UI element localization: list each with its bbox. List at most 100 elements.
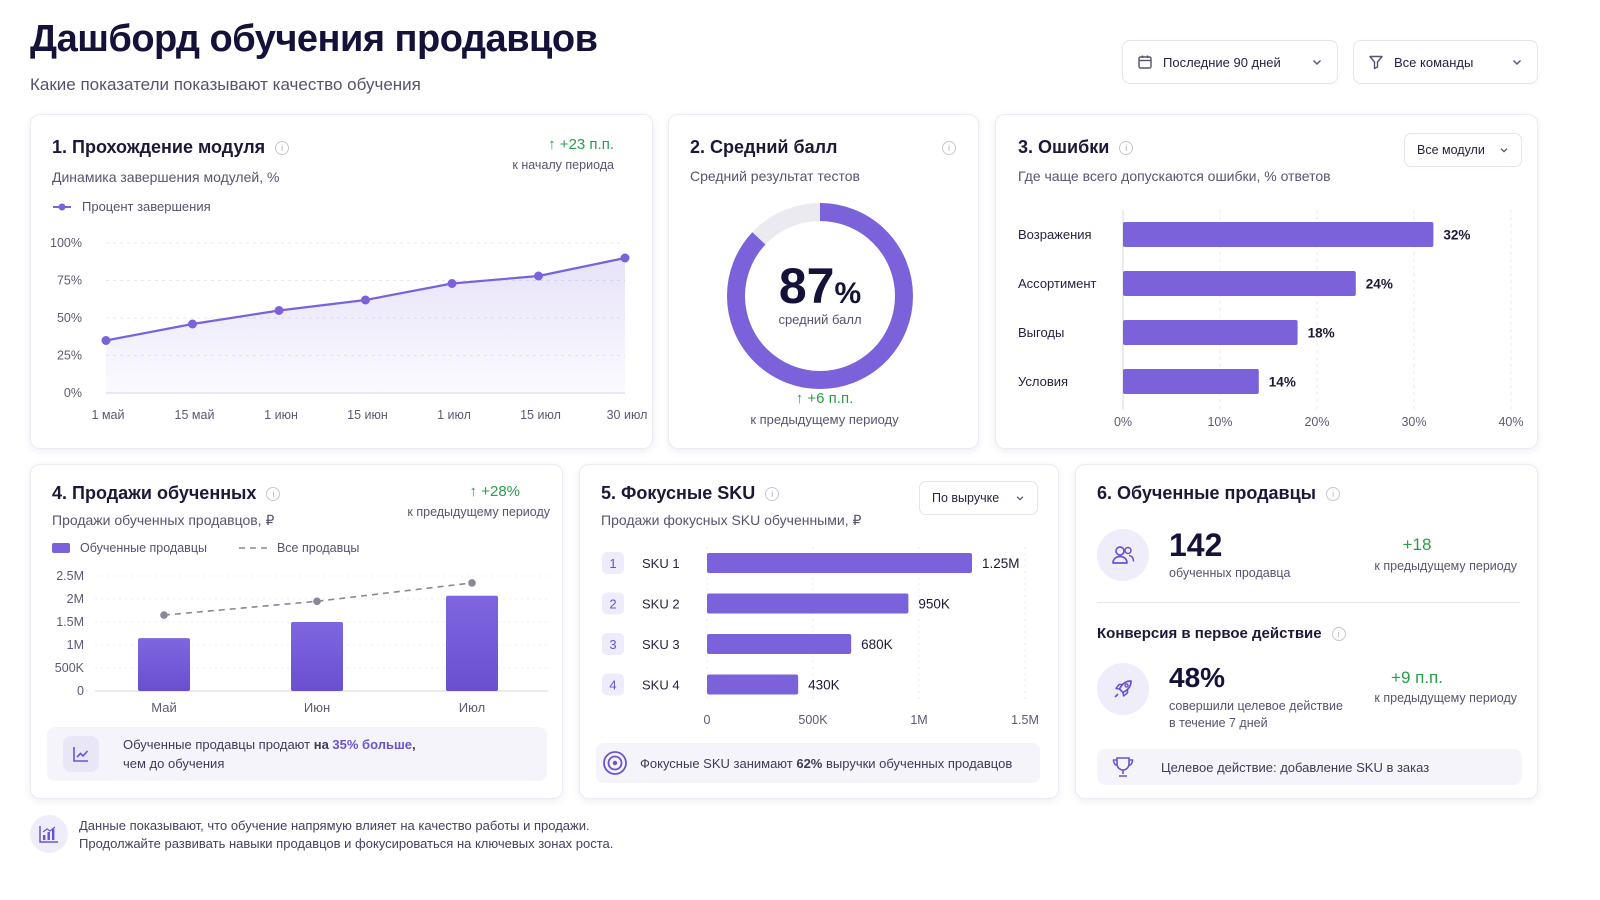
target-action-callout: Целевое действие: добавление SKU в заказ	[1097, 749, 1522, 785]
x-tick-label: 15 июл	[520, 408, 561, 422]
x-tick-label: 10%	[1207, 415, 1232, 429]
y-tick-label: 1M	[67, 638, 84, 652]
bar	[138, 638, 190, 691]
info-icon[interactable]: i	[1326, 486, 1341, 501]
bar	[1123, 222, 1434, 247]
errors-card: 3. Ошибки i Где чаще всего допускаются о…	[995, 114, 1538, 449]
value-label: 680K	[861, 637, 893, 652]
y-tick-label: 75%	[57, 274, 82, 288]
chevron-down-icon	[1500, 148, 1508, 153]
average-score-card: 2. Средний балл i Средний результат тест…	[668, 114, 979, 449]
comparison-point	[313, 597, 321, 606]
conversion-delta: +9 п.п.	[1391, 668, 1443, 687]
count-delta: +18	[1402, 535, 1432, 554]
filter-icon	[1369, 55, 1383, 70]
sales-bar-chart: 0 500K 1M 1.5M 2M 2.5M Май Июн Июл	[55, 569, 548, 715]
callout-text: Фокусные SKU занимают 62% выручки обучен…	[640, 756, 1012, 771]
card-title-text: 4. Продажи обученных	[52, 483, 257, 503]
rank-number: 3	[609, 637, 616, 652]
y-tick-label: 500K	[55, 661, 85, 675]
info-icon[interactable]: i	[266, 486, 281, 501]
rank-badge	[602, 592, 624, 615]
y-tick-label: 1.5M	[56, 615, 84, 629]
card-title: 6. Обученные продавцы i	[1097, 483, 1341, 504]
value-label: 14%	[1269, 375, 1296, 390]
card-subtitle: Где чаще всего допускаются ошибки, % отв…	[1018, 168, 1331, 184]
x-tick-label: 1M	[910, 713, 927, 727]
trained-count-label: обученных продавца	[1169, 566, 1291, 580]
info-icon[interactable]: i	[1331, 626, 1346, 641]
info-icon[interactable]: i	[1119, 140, 1134, 155]
category-label: Ассортимент	[1018, 276, 1097, 291]
footer-line2: Продолжайте развивать навыки продавцов и…	[79, 836, 614, 851]
rank-badge	[602, 552, 624, 574]
conversion-title: Конверсия в первое действие i	[1097, 625, 1346, 642]
callout-text-pre: Обученные продавцы продают	[123, 737, 314, 752]
legend-bar-label: Обученные продавцы	[80, 541, 207, 555]
card-title-text: 1. Прохождение модуля	[52, 137, 266, 157]
y-tick-label: 2.5M	[56, 569, 84, 583]
rank-number: 2	[609, 597, 616, 612]
line-chart: 0% 25% 50% 75% 100% 1 май 15 май 1 июн 15 июн 1 и…	[50, 236, 647, 422]
page-subtitle: Какие показатели показывают качество обу…	[30, 75, 421, 94]
value-label: 950K	[918, 597, 950, 612]
callout-highlight: 35% больше	[332, 737, 413, 752]
callout-text-pre: Фокусные SKU занимают	[640, 755, 797, 771]
callout-text: Обученные продавцы продают на 35% больше…	[123, 735, 416, 773]
team-dropdown[interactable]: Все команды	[1353, 40, 1538, 84]
callout-highlight: 62%	[796, 755, 823, 771]
chevron-down-icon	[1513, 60, 1521, 65]
x-tick-label: 1.5M	[1011, 713, 1039, 727]
sales-callout: Обученные продавцы продают на 35% больше…	[47, 727, 547, 781]
score-value: 87%	[725, 257, 915, 315]
x-tick-label: Июл	[459, 700, 485, 715]
bar	[446, 595, 498, 691]
conversion-label-line2: в течение 7 дней	[1169, 716, 1268, 730]
x-tick-label: 500K	[798, 713, 828, 727]
rocket-icon	[1097, 663, 1149, 715]
count-delta-note: к предыдущему периоду	[1374, 559, 1517, 573]
data-point	[447, 279, 457, 288]
x-tick-label: 1 май	[92, 408, 125, 422]
legend-line-marker	[53, 203, 71, 210]
data-point	[188, 319, 197, 329]
bar	[1123, 320, 1298, 345]
info-icon[interactable]: i	[942, 140, 956, 155]
chevron-down-icon	[1016, 496, 1024, 501]
value-label: 430K	[808, 678, 840, 693]
period-dropdown-label: Последние 90 дней	[1163, 54, 1281, 70]
chart-legend: Обученные продавцы Все продавцы	[52, 541, 359, 555]
delta-value: ↑ +23 п.п.	[548, 136, 614, 153]
category-label: Возражения	[1018, 227, 1092, 242]
sku-callout: Фокусные SKU занимают 62% выручки обучен…	[596, 743, 1040, 783]
comparison-line	[163, 582, 473, 616]
delta-note: к предыдущему периоду	[407, 505, 550, 519]
conversion-label-line1: совершили целевое действие	[1169, 699, 1343, 713]
info-icon[interactable]: i	[765, 486, 780, 501]
callout-text-mid: на	[313, 737, 333, 752]
sort-dropdown[interactable]: По выручке	[919, 481, 1038, 515]
calendar-icon	[1138, 55, 1152, 69]
card-title-text: 2. Средний балл	[690, 137, 838, 157]
data-point	[101, 336, 111, 345]
y-tick-label: 0%	[64, 386, 82, 400]
chevron-down-icon	[1313, 60, 1321, 65]
card-subtitle: Продажи обученных продавцов, ₽	[52, 512, 275, 528]
bar	[291, 622, 343, 691]
conversion-label: совершили целевое действие в течение 7 д…	[1169, 698, 1343, 732]
period-dropdown[interactable]: Последние 90 дней	[1122, 40, 1338, 84]
info-icon[interactable]: i	[275, 140, 290, 155]
y-tick-label: 0	[77, 684, 84, 698]
module-filter-dropdown[interactable]: Все модули	[1404, 133, 1522, 167]
rank-number: 4	[609, 678, 616, 693]
bar	[707, 634, 852, 654]
y-tick-label: 50%	[57, 311, 82, 325]
target-icon	[603, 751, 627, 775]
y-tick-label: 2M	[67, 592, 84, 606]
card-title: 3. Ошибки i	[1018, 137, 1134, 158]
callout-text-post: ,	[412, 737, 416, 752]
comparison-point	[468, 579, 476, 587]
team-dropdown-label: Все команды	[1394, 54, 1474, 70]
legend-bar-marker	[52, 543, 70, 553]
rank-badge	[602, 673, 624, 696]
